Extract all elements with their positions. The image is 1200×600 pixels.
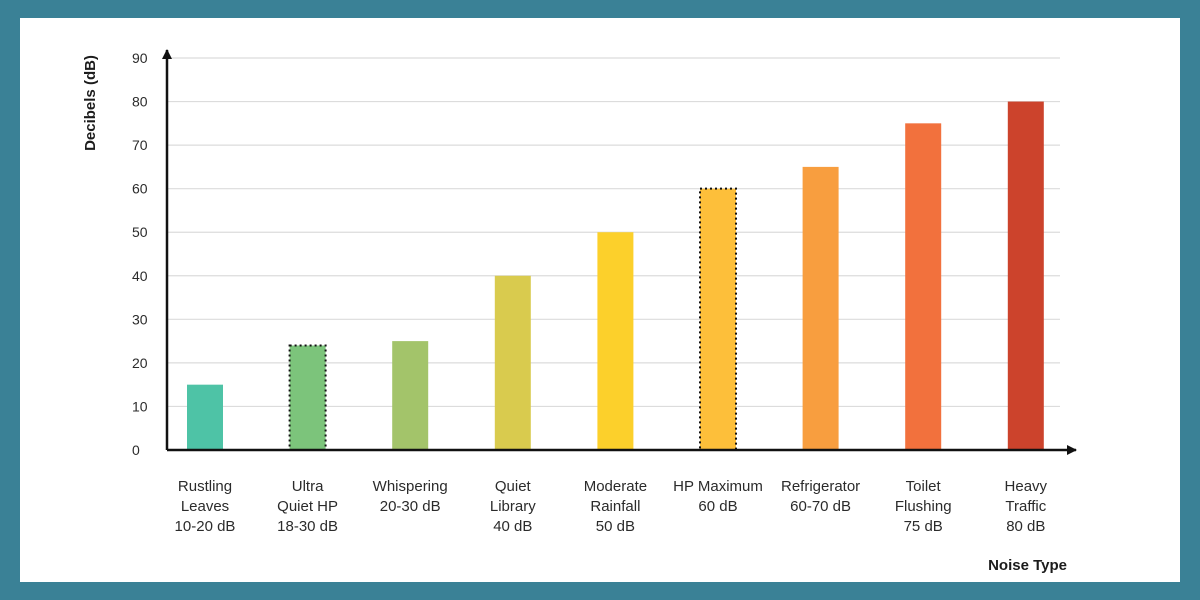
x-category-label: Heavy Traffic 80 dB [1005,478,1048,535]
x-category-label-line: Rustling [178,478,232,495]
x-category-label: Ultra Quiet HP 18-30 dB [277,478,338,535]
x-category-label-line: Rainfall [590,498,640,515]
x-category-label-line: 60-70 dB [790,498,851,515]
x-category-label-line: Whispering [373,478,448,495]
x-category-label-line: 20-30 dB [380,498,441,515]
x-category-label-line: 40 dB [493,518,532,535]
x-category-label-line: Quiet HP [277,498,338,515]
x-category-label-line: Flushing [895,498,952,515]
x-category-label-line: Library [490,498,536,515]
x-category-label-line: Ultra [292,478,324,495]
bar [699,187,737,452]
x-category-label-line: 60 dB [698,498,737,515]
y-tick-label: 70 [132,137,148,153]
x-category-label-line: 18-30 dB [277,518,338,535]
x-category-label-line: 50 dB [596,518,635,535]
x-category-label-line: Toilet [906,478,942,495]
x-category-label: Rustling Leaves 10-20 dB [175,478,236,535]
x-category-label-line: HP Maximum [673,478,763,495]
x-category-label: Toilet Flushing 75 dB [895,478,952,535]
bar [802,166,839,450]
x-category-label: Moderate Rainfall 50 dB [584,478,647,535]
x-category-label: Whispering 20-30 dB [373,478,448,515]
x-category-label: Refrigerator 60-70 dB [781,478,860,515]
y-tick-label: 50 [132,224,148,240]
bar [187,384,223,450]
y-tick-label: 40 [132,268,148,284]
y-tick-label: 0 [132,442,140,458]
y-tick-label: 20 [132,355,148,371]
chart-card: 0 10 20 30 40 50 60 70 80 90 Rustling Leaves 10-20 d… [20,18,1180,582]
bar [392,341,429,450]
x-category-label-line: Heavy [1005,478,1048,495]
bar [1007,101,1044,451]
x-category-label-line: 75 dB [904,518,943,535]
x-category-label: HP Maximum 60 dB [673,478,763,515]
x-category-label-line: Refrigerator [781,478,860,495]
y-axis-title: Decibels (dB) [82,55,99,151]
y-tick-label: 80 [132,94,148,110]
x-category-label-line: Quiet [495,478,532,495]
x-category-label-line: Moderate [584,478,647,495]
bar-chart: 0 10 20 30 40 50 60 70 80 90 Rustling Leaves 10-20 d… [82,49,1077,574]
y-tick-label: 10 [132,398,148,414]
x-category-label-line: Leaves [181,498,229,515]
y-tick-label: 60 [132,181,148,197]
y-tick-label: 90 [132,50,148,66]
bar [494,275,531,450]
bar [288,344,327,452]
x-category-label-line: 80 dB [1006,518,1045,535]
x-axis-title: Noise Type [988,557,1067,574]
x-category-label: Quiet Library 40 dB [490,478,536,535]
bar [597,232,634,450]
x-category-label-line: Traffic [1005,498,1046,515]
x-category-label-line: 10-20 dB [175,518,236,535]
y-tick-label: 30 [132,311,148,327]
bar [905,123,942,450]
